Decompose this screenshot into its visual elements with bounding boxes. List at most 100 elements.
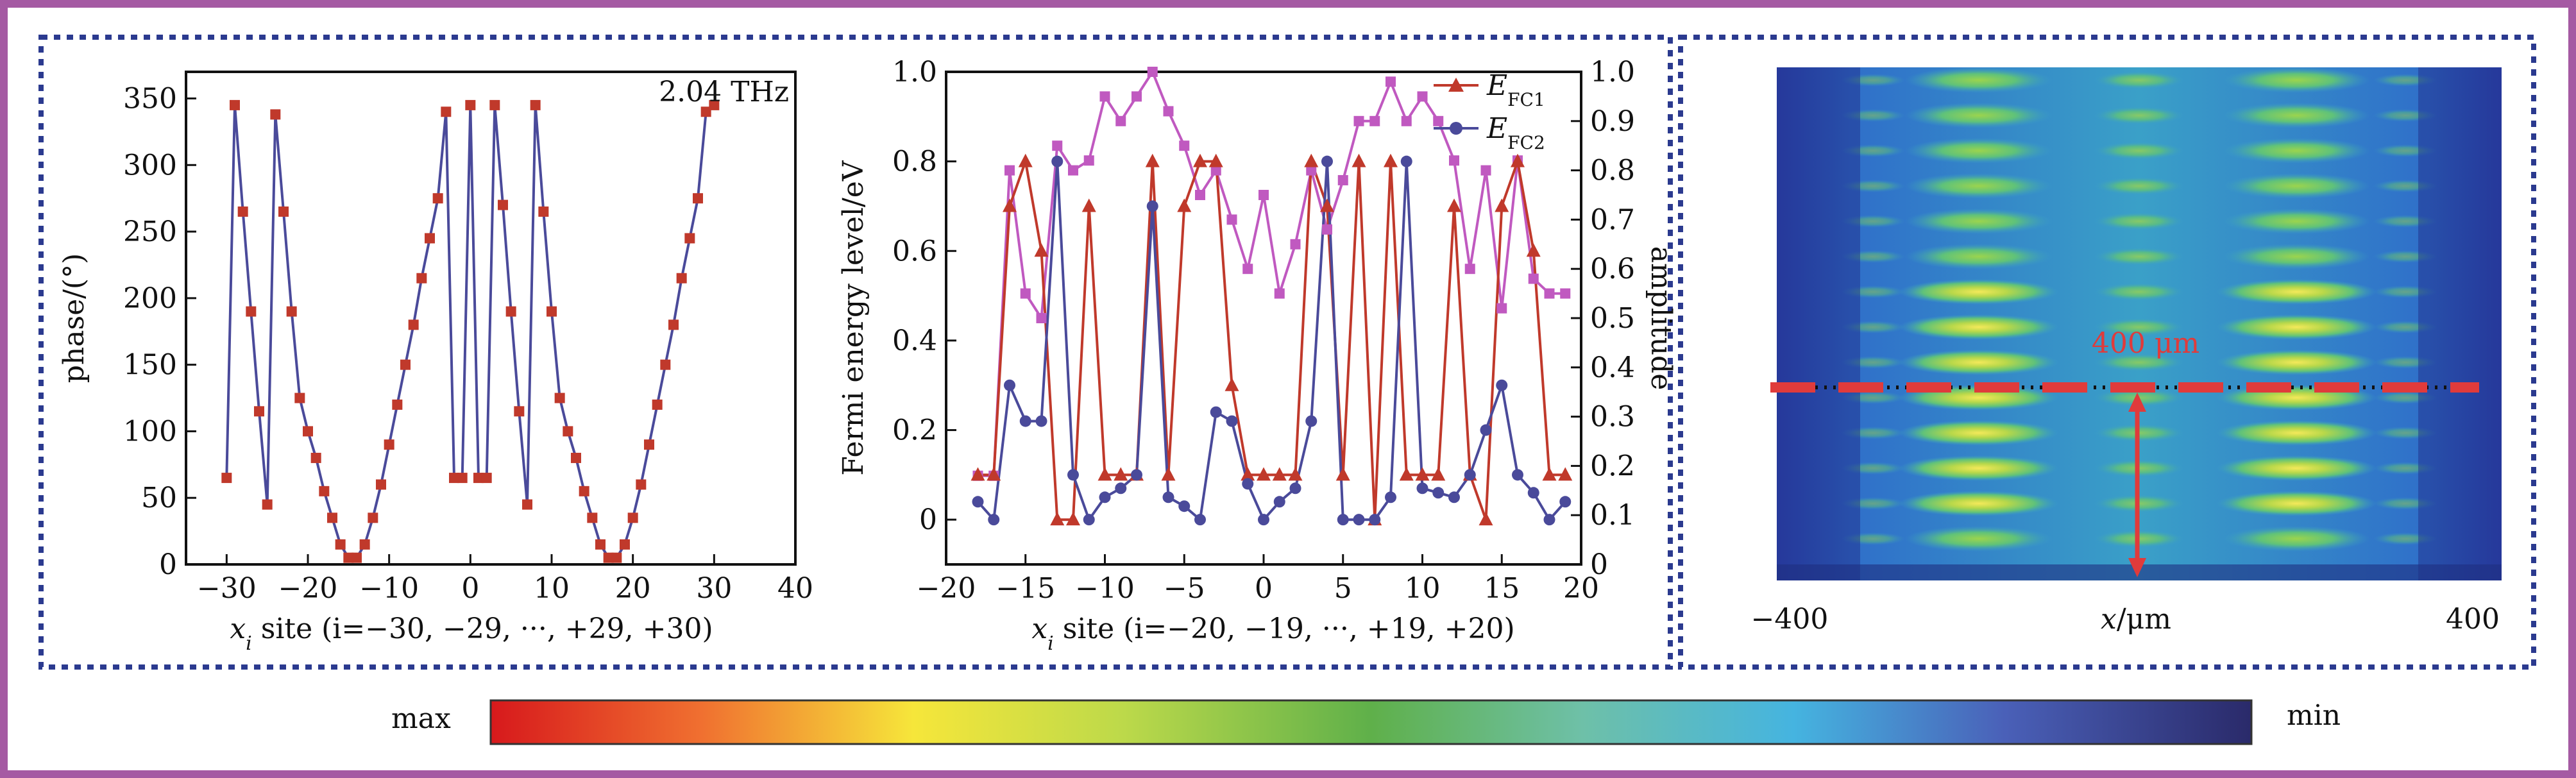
heatmap-lobe bbox=[1905, 67, 2053, 93]
fermi-series-line-circle bbox=[977, 161, 1566, 523]
phase-point bbox=[554, 393, 565, 403]
phase-point bbox=[693, 193, 703, 204]
phase-point bbox=[230, 99, 240, 110]
heatmap-center-lobe bbox=[2094, 248, 2184, 266]
fermi-fc1-point bbox=[1384, 153, 1398, 167]
phase-point bbox=[684, 233, 695, 244]
fermi-fc2-point bbox=[1416, 482, 1428, 495]
amplitude-point bbox=[1560, 288, 1571, 299]
heatmap-lobe bbox=[2223, 103, 2370, 128]
phase-point bbox=[676, 273, 687, 283]
amplitude-ytick-label: 0.7 bbox=[1590, 203, 1635, 236]
phase-point bbox=[522, 499, 532, 510]
phase-point bbox=[246, 306, 257, 317]
phase-point bbox=[432, 193, 443, 204]
phase-point bbox=[652, 399, 663, 410]
fermi-fc1-point bbox=[1241, 467, 1255, 481]
amplitude-point bbox=[1544, 288, 1555, 299]
phase-xtick-label: 30 bbox=[696, 572, 732, 605]
amplitude-point bbox=[1528, 273, 1539, 284]
amplitude-point bbox=[1337, 174, 1348, 185]
amplitude-point bbox=[1226, 214, 1237, 225]
phase-point bbox=[303, 426, 313, 437]
fermi-fc2-point bbox=[1480, 424, 1492, 436]
fermi-fc1-point bbox=[987, 467, 1001, 481]
fermi-fc2-point bbox=[1527, 487, 1539, 499]
heatmap-lobe bbox=[1899, 491, 2059, 516]
amplitude-ytick-label: 0.3 bbox=[1590, 401, 1635, 434]
amplitude-point bbox=[1433, 115, 1444, 126]
fermi-chart-ylabel: Fermi energy level/eV bbox=[837, 160, 870, 475]
amplitude-ytick-label: 0.8 bbox=[1590, 155, 1635, 187]
phase-point bbox=[587, 512, 598, 523]
amplitude-point bbox=[1290, 239, 1301, 249]
amplitude-point bbox=[1083, 155, 1094, 166]
heatmap-lobe bbox=[2223, 526, 2370, 552]
phase-point bbox=[237, 206, 248, 217]
fermi-fc2-point bbox=[1083, 514, 1095, 526]
fermi-fc2-point bbox=[1194, 514, 1206, 526]
phase-point bbox=[457, 473, 468, 484]
phase-point bbox=[310, 452, 321, 463]
phase-point bbox=[547, 306, 557, 317]
fermi-fc2-point bbox=[1400, 155, 1412, 167]
amplitude-ytick-label: 0.1 bbox=[1590, 499, 1635, 532]
fermi-fc1-point bbox=[1257, 467, 1271, 481]
fermi-fc1-point bbox=[1288, 467, 1303, 481]
fermi-ytick-label: 0.6 bbox=[892, 235, 937, 267]
heatmap-lobe bbox=[2223, 67, 2370, 93]
phase-point bbox=[668, 319, 679, 330]
heatmap-center-lobe bbox=[2094, 71, 2184, 89]
heatmap-center-lobe bbox=[2094, 106, 2184, 124]
fermi-fc2-point bbox=[1146, 200, 1158, 212]
phase-xtick-label: −20 bbox=[278, 572, 338, 605]
fermi-fc2-point bbox=[1131, 469, 1142, 481]
fermi-fc2-point bbox=[972, 496, 984, 508]
fermi-ytick-label: 0.4 bbox=[892, 325, 937, 357]
heatmap-center-lobe bbox=[2094, 177, 2184, 195]
fermi-fc1-point bbox=[1018, 153, 1033, 167]
phase-point bbox=[481, 473, 492, 484]
heatmap-center-lobe bbox=[2094, 212, 2184, 230]
phase-point bbox=[505, 306, 516, 317]
phase-point bbox=[278, 206, 289, 217]
legend-fc1-label: EFC1 bbox=[1486, 69, 1545, 110]
amplitude-point bbox=[1163, 106, 1174, 117]
phase-point bbox=[359, 539, 370, 550]
heatmap-lobe bbox=[2216, 455, 2377, 481]
fermi-fc2-point bbox=[1448, 491, 1460, 503]
phase-point bbox=[254, 406, 264, 417]
fermi-fc1-point bbox=[1177, 198, 1192, 212]
amplitude-point bbox=[1385, 76, 1396, 87]
phase-point bbox=[700, 106, 711, 117]
heatmap-right-dark-band bbox=[2418, 67, 2502, 580]
amplitude-point bbox=[1464, 264, 1475, 275]
fermi-fc2-point bbox=[1496, 379, 1508, 391]
heatmap-lobe bbox=[2216, 491, 2377, 516]
phase-point bbox=[538, 206, 549, 217]
fermi-fc1-point bbox=[1558, 467, 1573, 481]
heatmap-lobe bbox=[2223, 138, 2370, 164]
amplitude-point bbox=[1052, 140, 1063, 151]
fermi-fc2-point bbox=[1543, 514, 1555, 526]
phase-point bbox=[636, 479, 647, 490]
phase-point bbox=[563, 426, 573, 437]
phase-point bbox=[270, 109, 281, 120]
heatmap-lobe bbox=[1905, 526, 2053, 552]
amplitude-ytick-label: 0.6 bbox=[1590, 253, 1635, 285]
heatmap-lobe bbox=[1905, 103, 2053, 128]
amplitude-point bbox=[1274, 288, 1285, 299]
amplitude-point bbox=[1036, 313, 1047, 323]
fermi-fc2-point bbox=[988, 514, 1000, 526]
heatmap-lobe bbox=[1899, 420, 2059, 446]
fermi-fc2-point bbox=[1242, 478, 1254, 490]
amplitude-point bbox=[1417, 91, 1428, 102]
phase-point bbox=[449, 473, 459, 484]
phase-point bbox=[392, 399, 403, 410]
fermi-fc2-point bbox=[1210, 406, 1222, 418]
fermi-fc1-point bbox=[1208, 153, 1223, 167]
phase-point bbox=[579, 486, 589, 496]
right-panel-border bbox=[1678, 35, 2536, 670]
phase-point bbox=[352, 552, 362, 563]
